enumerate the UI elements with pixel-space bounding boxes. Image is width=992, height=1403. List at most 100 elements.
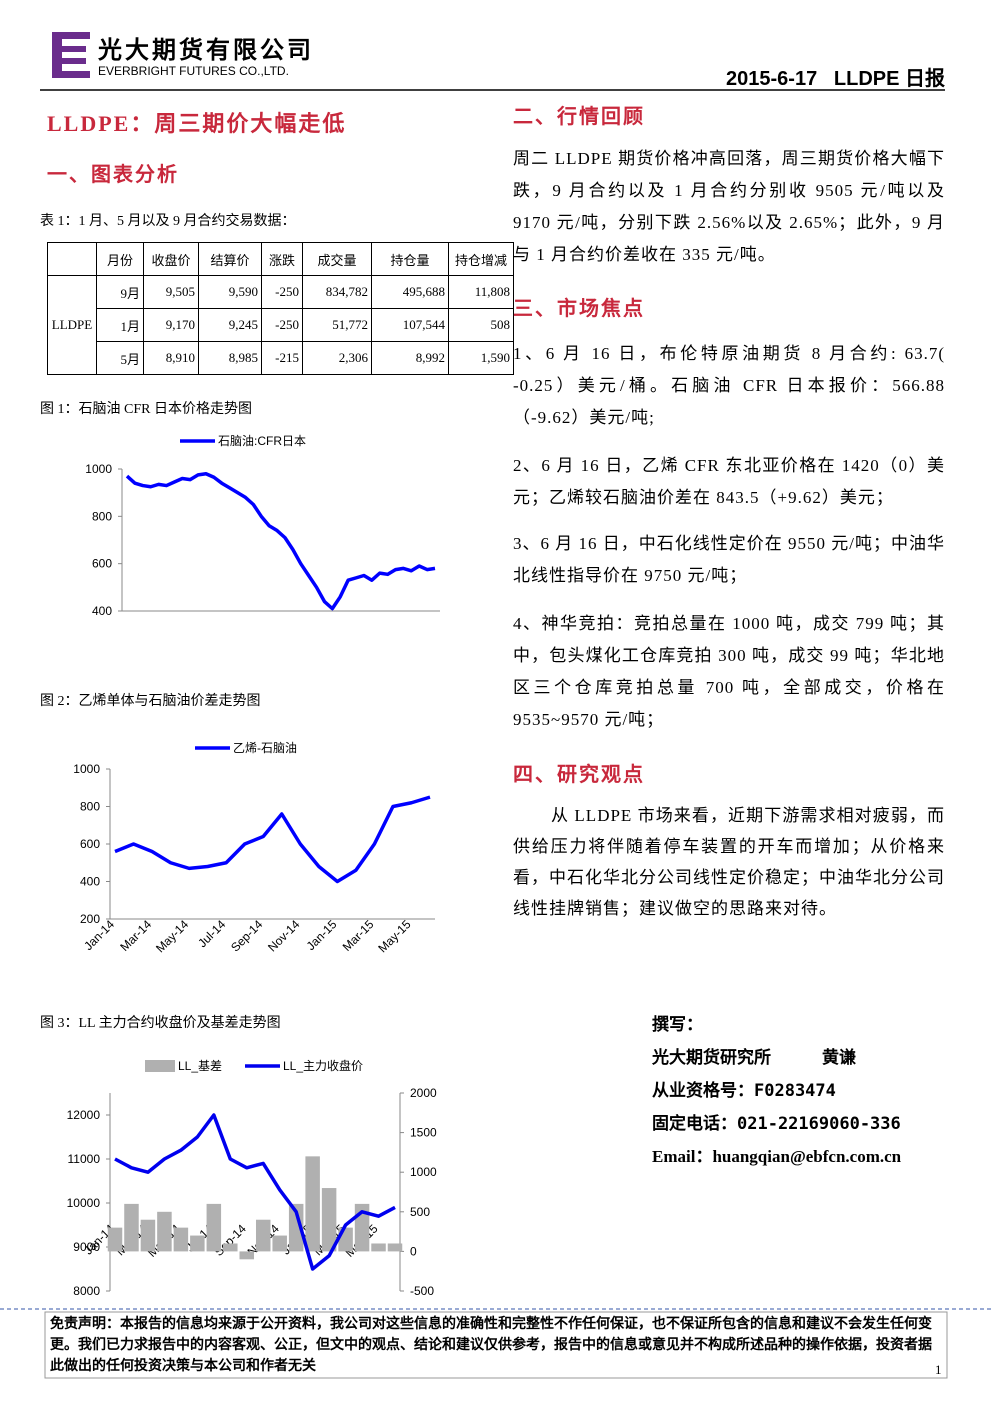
- section-heading: 一、图表分析: [47, 164, 179, 186]
- figure-caption: 图 3：LL 主力合约收盘价及基差走势图: [40, 1016, 281, 1031]
- data-line: [114, 1113, 396, 1271]
- data-line: [125, 471, 436, 611]
- y-tick-label: 12000: [67, 1108, 101, 1122]
- y-tick-label: 1000: [73, 762, 100, 776]
- paragraph: 周二 LLDPE 期货价格冲高回落，周三期货价格大幅下跌，9 月合约以及 1 月…: [513, 149, 945, 264]
- data-line: [114, 795, 431, 884]
- table-cell: -215: [261, 341, 303, 375]
- y-tick-label: 8000: [73, 1284, 100, 1298]
- y2-tick-label: 1500: [410, 1126, 437, 1140]
- y2-tick-label: 1000: [410, 1165, 437, 1179]
- bar: [288, 1203, 304, 1252]
- bar: [157, 1211, 172, 1252]
- x-tick-label: Mar-15: [340, 917, 377, 954]
- y-tick-label: 600: [92, 557, 112, 571]
- author-label: 撰写：: [652, 1015, 703, 1035]
- table-cell: 11,808: [448, 275, 514, 309]
- author-name: 黄谦: [822, 1048, 856, 1068]
- y2-tick-label: -500: [410, 1284, 434, 1298]
- bar: [140, 1219, 156, 1252]
- section-heading: 三、市场焦点: [513, 298, 645, 320]
- author-email: Email：huangqian@ebfcn.com.cn: [652, 1147, 902, 1166]
- bar: [387, 1243, 403, 1252]
- bar: [124, 1203, 139, 1252]
- table-cell: 2,306: [302, 341, 372, 375]
- table-cell: -250: [261, 308, 303, 342]
- table-cell: 收盘价: [143, 242, 199, 276]
- logo: [52, 32, 90, 78]
- page-number: 1: [935, 1362, 942, 1377]
- table-cell: 9,590: [198, 275, 262, 309]
- y-tick-label: 1000: [85, 462, 112, 476]
- table-cell: LLDPE: [47, 275, 97, 375]
- table-cell: 结算价: [198, 242, 262, 276]
- legend-label: LL_基差: [178, 1059, 222, 1073]
- y-tick-label: 9000: [73, 1240, 100, 1254]
- x-tick-label: Jul-14: [195, 917, 228, 950]
- paragraph: 1、6 月 16 日，布伦特原油期货 8 月合约: 63.7( -0.25）美元…: [513, 344, 945, 427]
- table-cell: 834,782: [302, 275, 372, 309]
- author-license: 从业资格号：F0283474: [652, 1081, 836, 1101]
- report-title: 2015-6-17 LLDPE 日报: [726, 68, 945, 90]
- y-tick-label: 200: [80, 912, 100, 926]
- company-cn: 光大期货有限公司: [98, 38, 314, 64]
- y-tick-label: 600: [80, 837, 100, 851]
- y-tick-label: 11000: [68, 1152, 101, 1166]
- author-org: 光大期货研究所: [652, 1048, 771, 1068]
- paragraph: 2、6 月 16 日，乙烯 CFR 东北亚价格在 1420（0）美元；乙烯较石脑…: [513, 456, 945, 507]
- bar: [321, 1188, 337, 1252]
- paragraph: 4、神华竞拍：竞拍总量在 1000 吨，成交 799 吨；其中，包头煤化工仓库竞…: [513, 614, 945, 729]
- bar: [305, 1156, 320, 1252]
- paragraph: 3、6 月 16 日，中石化线性定价在 9550 元/吨；中油华北线性指导价在 …: [513, 534, 945, 585]
- table-caption: 表 1：1 月、5 月以及 9 月合约交易数据：: [40, 214, 296, 229]
- y-tick-label: 400: [80, 875, 100, 889]
- table-cell: 持仓增减: [448, 242, 514, 276]
- table-cell: 8,910: [143, 341, 199, 375]
- table-cell: 9月: [96, 275, 144, 309]
- x-tick-label: May-14: [153, 917, 191, 955]
- data-table: 月份 收盘价 结算价 涨跌 成交量 持仓量 持仓增减 LLDPE 9月 9,505 9,590 -25…: [47, 242, 514, 375]
- table-cell: 508: [448, 308, 514, 342]
- bar: [223, 1243, 238, 1252]
- table-cell: 9,170: [143, 308, 199, 342]
- figure-caption: 图 2：乙烯单体与石脑油价差走势图: [40, 694, 261, 709]
- legend-swatch: [145, 1060, 175, 1072]
- table-cell: 1,590: [448, 341, 514, 375]
- x-tick-label: Nov-14: [265, 917, 302, 954]
- paragraph: 从 LLDPE 市场来看，近期下游需求相对疲弱，而供给压力将伴随着停车装置的开车…: [513, 806, 945, 918]
- table-cell: 月份: [96, 242, 144, 276]
- x-tick-label: Sep-14: [228, 917, 265, 954]
- legend-label: 石脑油:CFR日本: [218, 434, 306, 448]
- section-heading: 四、研究观点: [513, 764, 645, 786]
- table-cell: 成交量: [302, 242, 372, 276]
- bar: [272, 1235, 287, 1252]
- table-cell: 495,688: [371, 275, 449, 309]
- table-cell: -250: [261, 275, 303, 309]
- table-cell: 持仓量: [371, 242, 449, 276]
- table-cell: 8,992: [371, 341, 449, 375]
- author-phone: 固定电话：021-22169060-336: [652, 1114, 901, 1134]
- bar: [173, 1227, 189, 1252]
- y-tick-label: 800: [92, 509, 112, 523]
- bar: [239, 1251, 255, 1260]
- bar: [107, 1227, 123, 1252]
- table-cell: 9,505: [143, 275, 199, 309]
- table-cell: 9,245: [198, 308, 262, 342]
- y-tick-label: 800: [80, 800, 100, 814]
- legend-label: 乙烯-石脑油: [233, 741, 297, 755]
- figure-caption: 图 1：石脑油 CFR 日本价格走势图: [40, 402, 252, 417]
- bar: [255, 1219, 271, 1252]
- disclaimer: 免责声明：本报告的信息均来源于公开资料，我公司对这些信息的准确性和完整性不作任何…: [50, 1317, 932, 1374]
- table-cell: 51,772: [302, 308, 372, 342]
- y2-tick-label: 0: [410, 1244, 417, 1258]
- section-heading: 二、行情回顾: [513, 106, 645, 128]
- company-en: EVERBRIGHT FUTURES CO.,LTD.: [98, 64, 289, 78]
- y2-tick-label: 500: [410, 1205, 430, 1219]
- bar: [206, 1203, 222, 1252]
- table-cell: [47, 242, 97, 276]
- bar: [190, 1235, 205, 1252]
- doc-title: LLDPE：周三期价大幅走低: [47, 111, 347, 136]
- table-cell: 1月: [96, 308, 144, 342]
